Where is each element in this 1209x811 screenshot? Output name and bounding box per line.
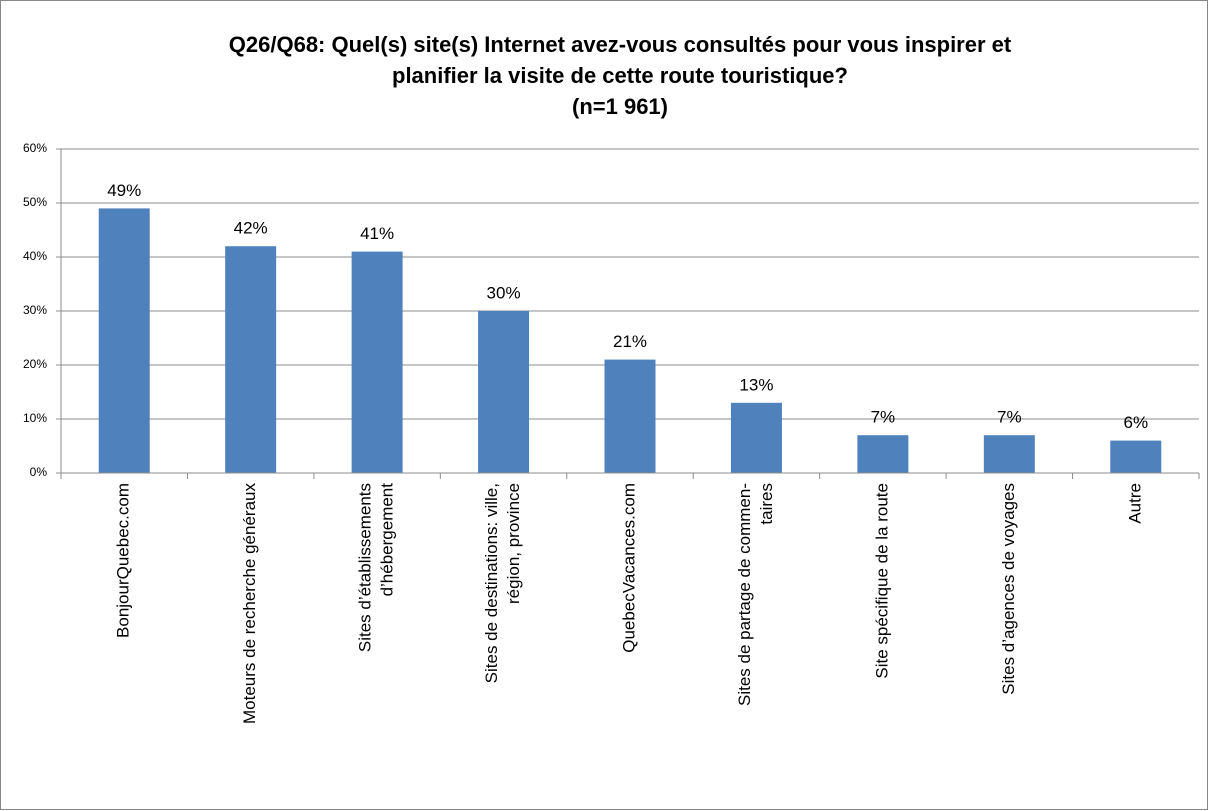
x-tick-label: BonjourQuebec.com <box>114 483 133 638</box>
bar <box>604 359 656 473</box>
value-label: 21% <box>613 332 647 351</box>
bar <box>478 311 530 473</box>
value-label: 7% <box>997 408 1022 427</box>
value-label: 49% <box>107 181 141 200</box>
x-tick-label: Sites d’agences de voyages <box>999 483 1018 695</box>
bar <box>983 435 1035 473</box>
value-label: 7% <box>871 408 896 427</box>
value-label: 41% <box>360 224 394 243</box>
y-tick-label: 0% <box>30 465 48 479</box>
y-tick-label: 20% <box>23 357 47 371</box>
x-tick-label: Sites de destinations: ville, <box>482 483 501 683</box>
value-label: 6% <box>1123 413 1148 432</box>
bar <box>730 402 782 473</box>
value-label: 30% <box>487 283 521 302</box>
x-tick-label: Site spécifique de la route <box>872 483 891 679</box>
x-tick-label: Moteurs de recherche généraux <box>240 483 259 724</box>
y-tick-label: 60% <box>23 141 47 155</box>
x-tick-label: Autre <box>1125 483 1144 524</box>
x-tick-label: QuebecVacances.com <box>619 483 638 653</box>
y-tick-label: 50% <box>23 195 47 209</box>
x-tick-label: Sites d’établissements <box>356 483 375 652</box>
x-tick-label: d’hébergement <box>378 483 397 597</box>
chart-title: Q26/Q68: Quel(s) site(s) Internet avez-v… <box>229 32 1012 57</box>
value-label: 13% <box>739 375 773 394</box>
bar <box>1110 440 1162 473</box>
bar <box>225 246 277 473</box>
chart-title: planifier la visite de cette route touri… <box>392 63 848 88</box>
x-tick-label: taires <box>757 483 776 525</box>
chart-title: (n=1 961) <box>572 94 668 119</box>
y-tick-label: 30% <box>23 303 47 317</box>
y-tick-label: 10% <box>23 411 47 425</box>
x-tick-label: région, province <box>504 483 523 604</box>
value-label: 42% <box>234 219 268 238</box>
y-tick-label: 40% <box>23 249 47 263</box>
x-tick-label: Sites de partage de commen- <box>735 483 754 706</box>
bar <box>857 435 909 473</box>
bar <box>351 251 403 473</box>
bar <box>98 208 150 473</box>
